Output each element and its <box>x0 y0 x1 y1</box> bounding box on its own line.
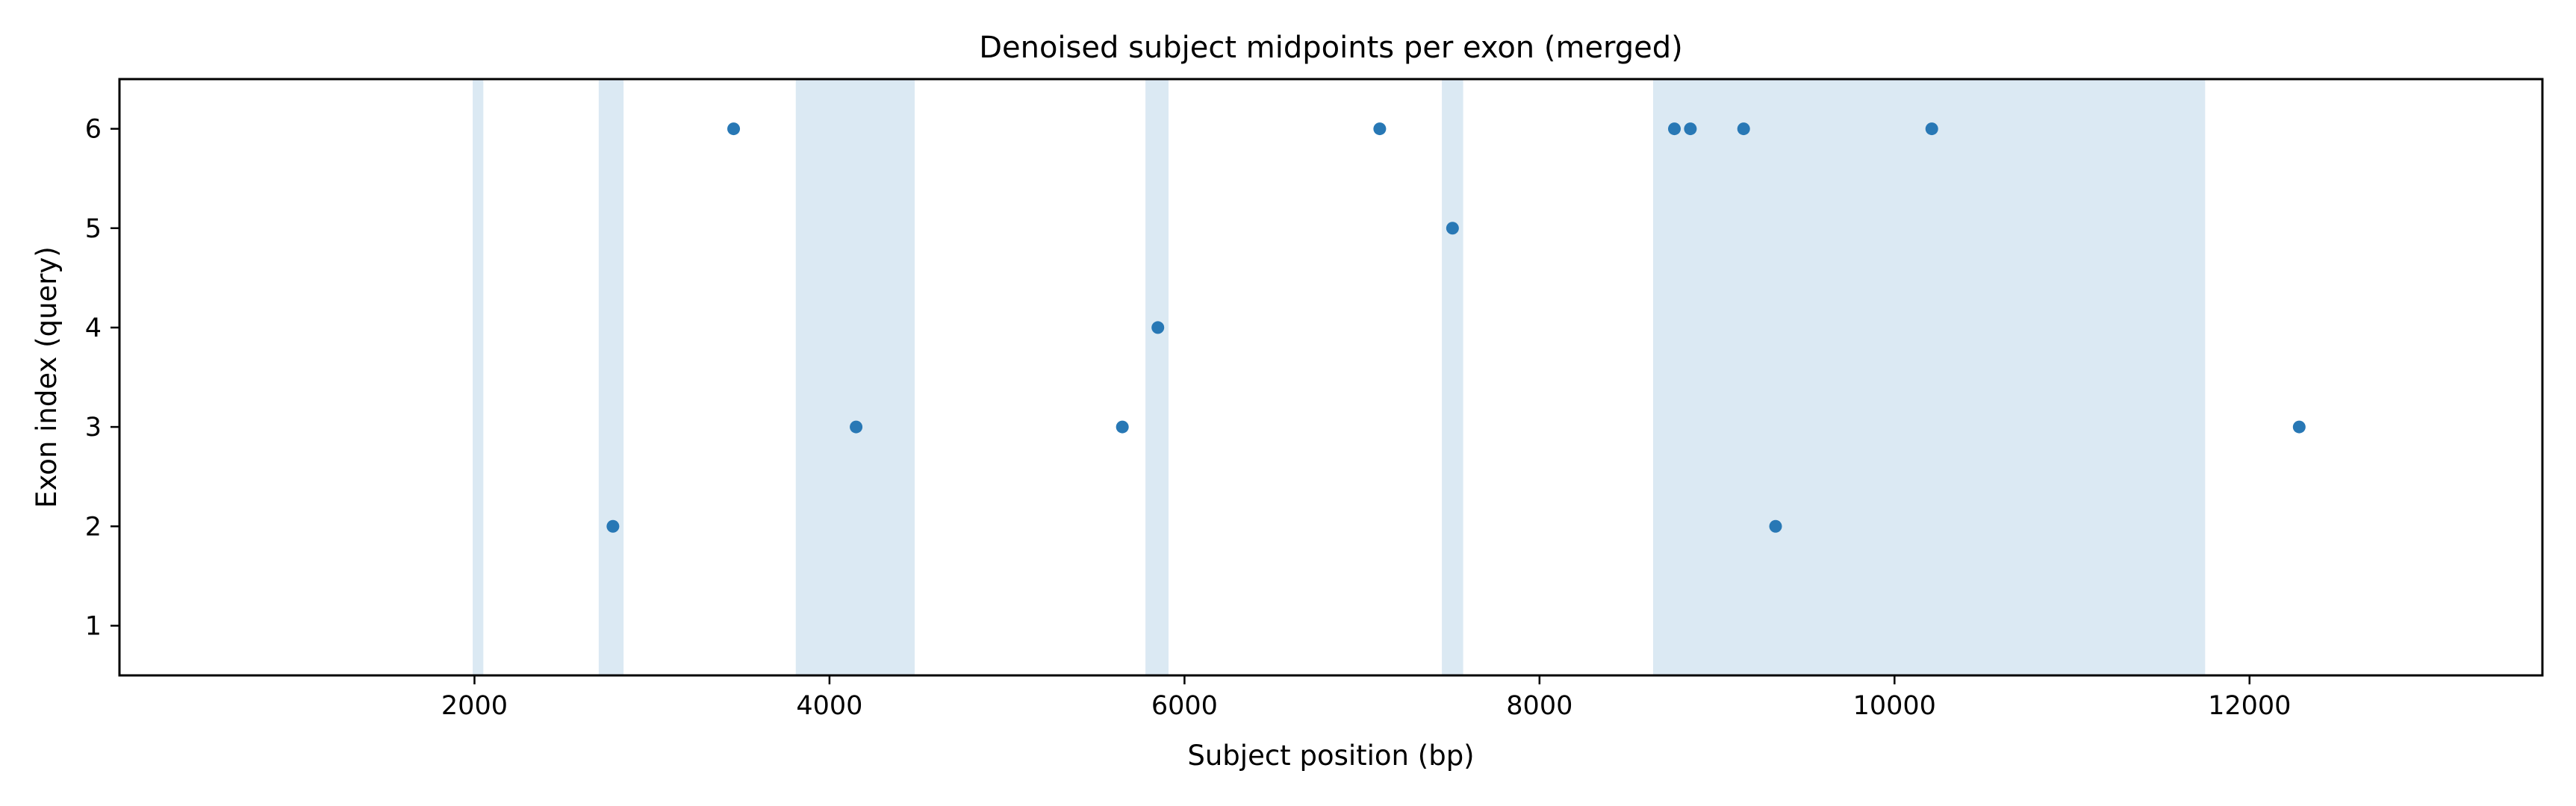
shaded-region-1 <box>473 79 484 675</box>
shaded-region-2 <box>598 79 624 675</box>
shaded-region-5 <box>1442 79 1463 675</box>
y-tick-label: 6 <box>85 115 102 145</box>
data-point-13 <box>2292 420 2306 434</box>
y-tick-label: 5 <box>85 214 102 244</box>
data-point-8 <box>1668 122 1681 136</box>
x-tick-label: 8000 <box>1506 691 1572 721</box>
shaded-region-3 <box>795 79 915 675</box>
y-axis-ticks: 1 2 3 4 5 6 <box>85 115 119 641</box>
y-tick-label: 2 <box>85 512 102 542</box>
x-tick-label: 4000 <box>796 691 862 721</box>
data-point-1 <box>606 519 620 533</box>
x-axis-ticks: 2000 4000 6000 8000 10000 12000 <box>441 675 2291 721</box>
data-point-6 <box>1373 122 1387 136</box>
data-point-5 <box>1151 321 1165 334</box>
x-axis-label: Subject position (bp) <box>1187 740 1474 772</box>
x-tick-label: 2000 <box>441 691 508 721</box>
x-tick-label: 6000 <box>1151 691 1218 721</box>
y-axis-label: Exon index (query) <box>31 246 63 508</box>
data-point-11 <box>1769 519 1782 533</box>
data-point-12 <box>1925 122 1938 136</box>
chart-title: Denoised subject midpoints per exon (mer… <box>979 31 1683 65</box>
data-point-3 <box>850 420 863 434</box>
y-tick-label: 1 <box>85 611 102 641</box>
shaded-region-4 <box>1145 79 1169 675</box>
shaded-regions <box>473 79 2206 675</box>
x-tick-label: 10000 <box>1853 691 1936 721</box>
data-point-2 <box>727 122 741 136</box>
plot-area-frame <box>118 78 2544 677</box>
data-point-4 <box>1116 420 1129 434</box>
x-tick-label: 12000 <box>2208 691 2291 721</box>
y-tick-label: 3 <box>85 413 102 443</box>
data-point-10 <box>1737 122 1750 136</box>
data-points <box>606 122 2306 533</box>
data-point-7 <box>1446 222 1459 235</box>
shaded-region-6 <box>1652 79 2206 675</box>
y-tick-label: 4 <box>85 313 102 343</box>
data-point-9 <box>1684 122 1697 136</box>
